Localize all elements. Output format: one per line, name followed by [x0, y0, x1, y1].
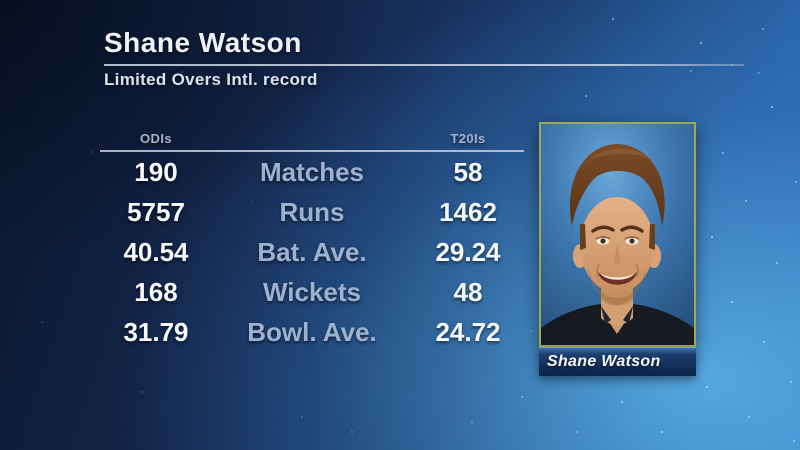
column-header-t20is: T20Is [450, 131, 486, 146]
table-row: 40.54 Bat. Ave. 29.24 [100, 232, 524, 272]
stat-label: Matches [259, 157, 365, 187]
stat-label: Bowl. Ave. [247, 317, 377, 347]
player-portrait-illustration [541, 124, 694, 345]
player-photo [539, 122, 696, 347]
photo-caption-bar: Shane Watson [539, 347, 696, 376]
stat-label: Bat. Ave. [257, 237, 367, 267]
odi-value: 31.79 [123, 317, 189, 347]
page-title: Shane Watson [104, 27, 302, 58]
t20i-value: 24.72 [435, 317, 501, 347]
player-photo-unit: Shane Watson [539, 122, 696, 376]
stat-label: Wickets [262, 277, 362, 307]
stats-table-header: ODIs T20Is [100, 114, 524, 152]
stats-table: ODIs T20Is 190 Matches 58 5757 Runs 1462… [100, 114, 524, 352]
starfield-decoration [0, 0, 2, 2]
odi-value: 190 [134, 157, 178, 187]
table-row: 31.79 Bowl. Ave. 24.72 [100, 312, 524, 352]
stat-label: Runs [279, 197, 345, 227]
page-subtitle: Limited Overs Intl. record [104, 70, 318, 89]
t20i-value: 29.24 [435, 237, 501, 267]
t20i-value: 1462 [439, 197, 497, 227]
table-row: 5757 Runs 1462 [100, 192, 524, 232]
table-row: 190 Matches 58 [100, 152, 524, 192]
title-divider [104, 64, 744, 66]
column-header-odis: ODIs [140, 131, 172, 146]
table-row: 168 Wickets 48 [100, 272, 524, 312]
photo-caption-text: Shane Watson [547, 353, 661, 370]
odi-value: 168 [134, 277, 178, 307]
odi-value: 40.54 [123, 237, 189, 267]
odi-value: 5757 [127, 197, 185, 227]
t20i-value: 58 [453, 157, 483, 187]
t20i-value: 48 [453, 277, 483, 307]
